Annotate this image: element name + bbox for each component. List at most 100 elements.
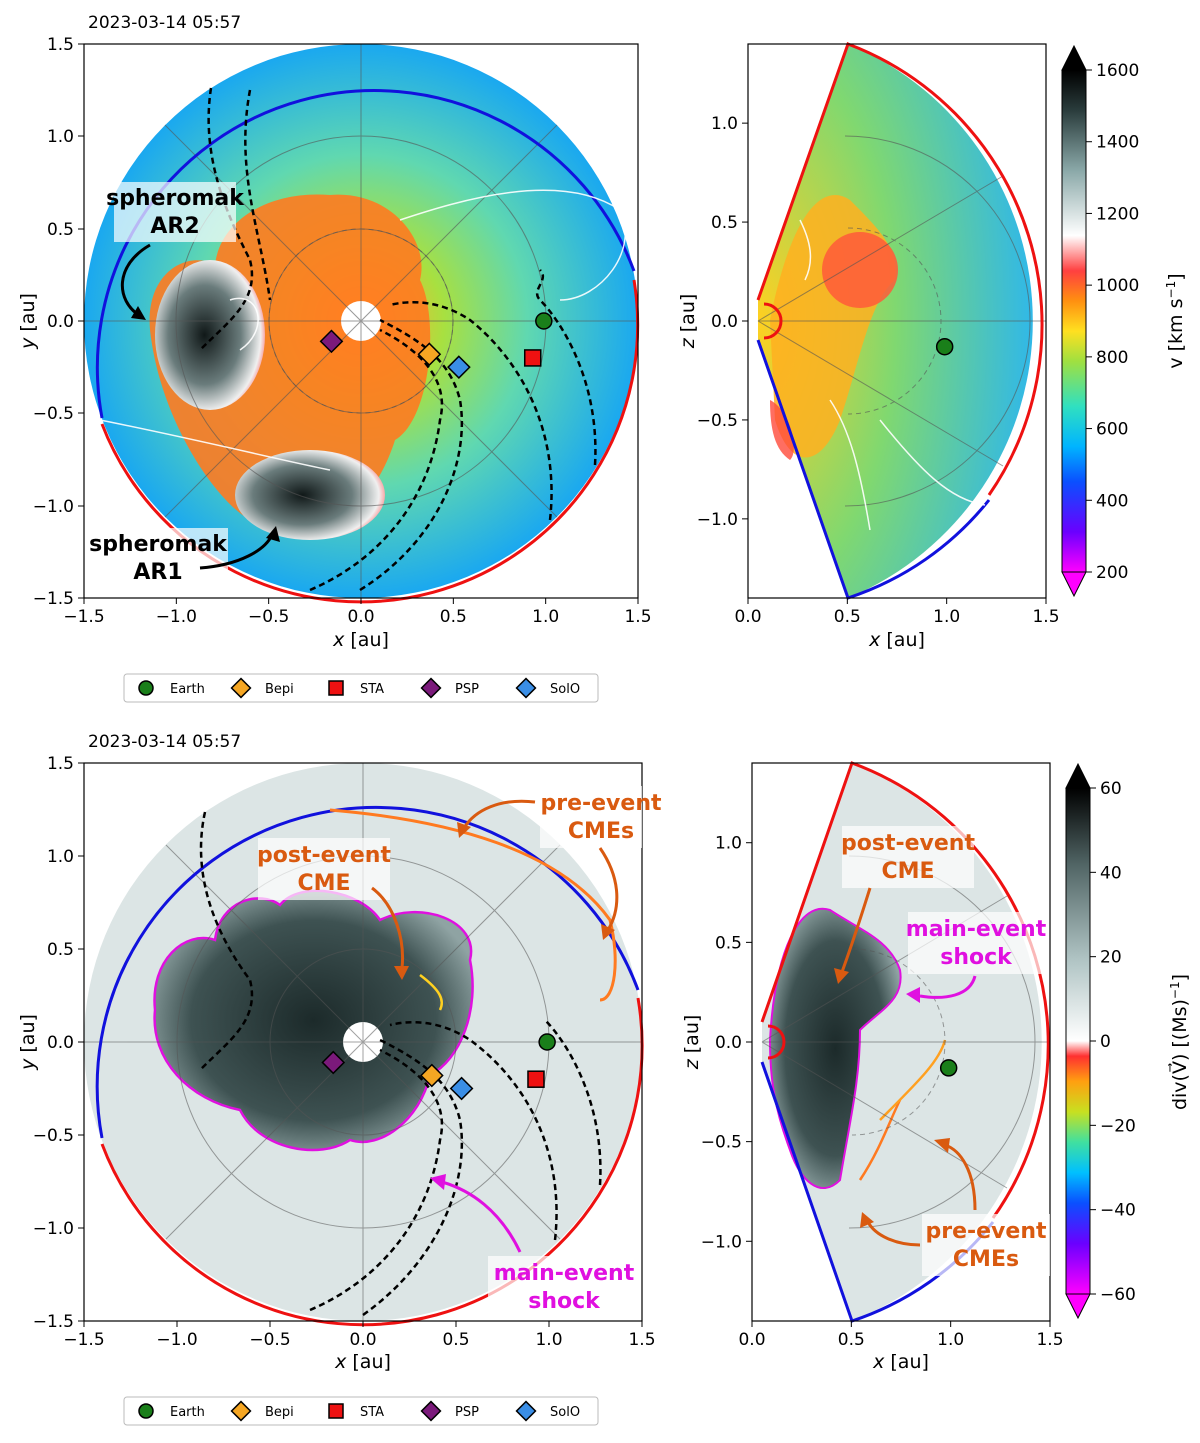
annotation-spheromak-ar2-line2: AR2 (150, 214, 199, 239)
annotation-box-pre-event (540, 786, 642, 848)
marker-bepi (417, 342, 442, 367)
polar-grid (757, 135, 1046, 507)
colorbar-tick-label: 200 (1096, 563, 1128, 583)
x-tick-label: 0.0 (349, 1330, 376, 1350)
colorbar-tick-label: 400 (1096, 491, 1128, 511)
y-tick-label: −1.0 (701, 1232, 742, 1252)
marker-earth (138, 680, 154, 696)
spacecraft-markers (939, 1059, 958, 1077)
cme-contours (99, 189, 626, 471)
annotation-box-ar1 (88, 528, 228, 588)
inner-boundary (763, 302, 783, 340)
y-tick-label: 1.0 (711, 114, 738, 134)
annotation-post-event-line1: post-event (257, 843, 391, 868)
cme-lower (770, 400, 794, 460)
marker-bepi (419, 1063, 444, 1088)
legend-label: STA (360, 682, 384, 697)
y-tick-label: −0.5 (697, 411, 738, 431)
annotation-arrow-main-event (919, 975, 977, 999)
y-tick-label: −1.5 (33, 1312, 74, 1332)
x-tick-label: 1.0 (933, 607, 960, 627)
arrowhead (266, 526, 280, 542)
boundary-arc-blue (95, 805, 640, 1139)
y-ticks: 1.5 1.0 0.5 0.0 −0.5 −1.0 −1.5 (33, 754, 84, 1332)
panel-bottom-right: 0.0 0.5 1.0 1.5 1.0 0.5 0.0 −0.5 −1.0 x [au] z … (681, 761, 1191, 1373)
annotation-post-event-line2: CME (297, 871, 350, 896)
colorbar-tick-label: 40 (1100, 863, 1122, 883)
panel-top-left: 2023-03-14 05:57 (17, 13, 652, 651)
x-tick-label: 1.5 (628, 1330, 655, 1350)
y-tick-label: 0.5 (711, 213, 738, 233)
legend-label: Bepi (265, 682, 294, 697)
y-ticks: 1.5 1.0 0.5 0.0 −0.5 −1.0 −1.5 (33, 35, 84, 609)
annotation-arrow-pre-event-2 (866, 1221, 921, 1247)
y-axis-label: z [au] (681, 1015, 703, 1071)
legend-label: Earth (170, 1405, 205, 1420)
x-tick-label: 1.0 (535, 1330, 562, 1350)
marker-sta (523, 349, 542, 367)
colorbar-tick-label: 800 (1096, 348, 1128, 368)
y-tick-label: 1.0 (47, 847, 74, 867)
panel-bottom-left: 2023-03-14 05:57 −1.5 −1.0 −0.5 0.0 0.5 1.0 1.… (17, 732, 662, 1373)
legend-label: SolO (550, 1405, 580, 1420)
annotation-pre-event-line1: pre-event (540, 791, 661, 816)
colorbar-tick-label: 1000 (1096, 276, 1139, 296)
marker-sta (527, 1070, 545, 1088)
panel-top-right: 0.0 0.5 1.0 1.5 1.0 0.5 0.0 −0.5 −1.0 x [au] z … (677, 42, 1187, 651)
legend-bottom: Earth Bepi STA PSP SolO (123, 1396, 599, 1426)
annotation-arrow-pre-event (944, 1143, 977, 1211)
spacecraft-markers (935, 337, 954, 356)
arrowhead (394, 966, 409, 980)
annotation-pre-event-line2: CMEs (953, 1247, 1019, 1272)
annotation-spheromak-ar1-line1: spheromak (89, 532, 228, 557)
x-tick-label: 0.0 (347, 607, 374, 627)
x-tick-label: −0.5 (249, 1330, 290, 1350)
marker-bepi (230, 1400, 252, 1422)
y-tick-label: 0.5 (47, 940, 74, 960)
annotation-box-main-event (488, 1256, 640, 1318)
annotation-post-event-line2: CME (881, 859, 934, 884)
x-axis-label: x [au] (332, 629, 389, 651)
annotation-box-ar2 (114, 182, 236, 242)
x-tick-label: 1.0 (532, 607, 559, 627)
colorbar-divergence: 60 40 20 0 −20 −40 −60 div(V⃗) [(Ms)−1] (1065, 762, 1191, 1320)
panel-date: 2023-03-14 05:57 (88, 13, 241, 33)
colorbar-tick-label: 1600 (1096, 61, 1139, 81)
x-tick-label: −0.5 (248, 607, 289, 627)
x-ticks: −1.5 −1.0 −0.5 0.0 0.5 1.0 1.5 (63, 598, 652, 627)
pre-event-cme-front (329, 808, 617, 1002)
x-tick-label: 0.0 (738, 1330, 765, 1350)
colorbar-label: div(V⃗) [(Ms)−1] (1168, 974, 1191, 1110)
y-axis-label: z [au] (677, 294, 699, 350)
marker-earth (535, 312, 553, 330)
annotation-arrow-post-event (840, 887, 872, 973)
marker-psp (319, 329, 344, 354)
x-axis-label: x [au] (872, 1351, 929, 1373)
x-axis-label: x [au] (868, 629, 925, 651)
colorbar-velocity: 1600 1400 1200 1000 800 600 400 200 v [km s−1] (1061, 44, 1187, 598)
boundary-arc-red (100, 279, 640, 604)
colorbar-tick-label: −60 (1100, 1285, 1136, 1305)
boundary-blue (756, 339, 991, 600)
legend-label: STA (360, 1405, 384, 1420)
y-tick-label: 0.0 (715, 1033, 742, 1053)
boundary-arc-blue (95, 89, 636, 419)
x-tick-label: 0.5 (834, 607, 861, 627)
post-event-cme-front (419, 974, 444, 1011)
y-tick-label: −0.5 (701, 1133, 742, 1153)
colorbar-tick-label: −40 (1100, 1201, 1136, 1221)
spacecraft-markers (321, 1033, 556, 1101)
colorbar-tick-label: 1400 (1096, 133, 1139, 153)
arrowhead (457, 822, 471, 838)
boundary-red (756, 42, 1044, 496)
annotation-main-event-line2: shock (940, 945, 1013, 970)
annotation-main-event-line1: main-event (494, 1261, 635, 1286)
annotation-main-event-line1: main-event (906, 917, 1047, 942)
marker-psp (420, 677, 442, 699)
y-tick-label: 0.0 (47, 1033, 74, 1053)
arrowhead (934, 1138, 950, 1153)
colorbar-extend-bottom (1061, 571, 1087, 598)
x-ticks: 0.0 0.5 1.0 1.5 (734, 598, 1060, 627)
colorbar-tick-label: 60 (1100, 779, 1122, 799)
colorbar-extend-bottom (1065, 1293, 1091, 1320)
